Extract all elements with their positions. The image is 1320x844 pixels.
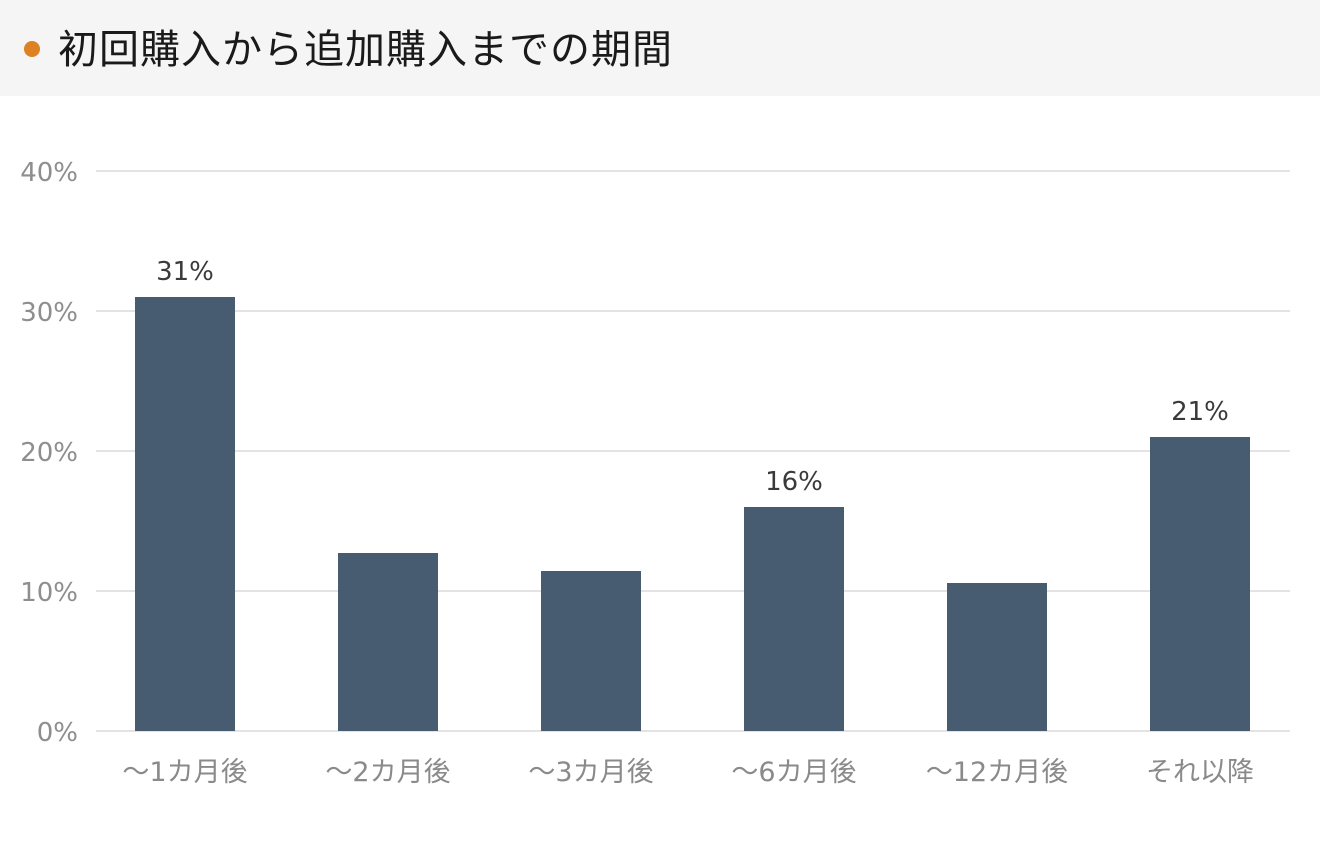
bar bbox=[338, 553, 438, 731]
bar bbox=[1150, 437, 1250, 731]
y-axis-tick-label: 40% bbox=[20, 158, 78, 188]
gridline bbox=[96, 310, 1290, 312]
bar bbox=[744, 507, 844, 731]
chart-title: 初回購入から追加購入までの期間 bbox=[58, 27, 673, 73]
bar bbox=[135, 297, 235, 731]
x-axis-category-label: 〜3カ月後 bbox=[528, 757, 654, 788]
bar-value-label: 16% bbox=[765, 467, 823, 497]
gridline bbox=[96, 450, 1290, 452]
chart-header: 初回購入から追加購入までの期間 bbox=[0, 0, 1320, 96]
gridline bbox=[96, 170, 1290, 172]
y-axis-tick-label: 0% bbox=[36, 718, 78, 748]
y-axis-tick-label: 30% bbox=[20, 298, 78, 328]
x-axis-category-label: 〜1カ月後 bbox=[122, 757, 248, 788]
bar bbox=[947, 582, 1047, 731]
x-axis-category-label: 〜2カ月後 bbox=[325, 757, 451, 788]
gridline bbox=[96, 590, 1290, 592]
x-axis-category-label: 〜6カ月後 bbox=[731, 757, 857, 788]
y-axis-tick-label: 10% bbox=[20, 578, 78, 608]
y-axis-tick-label: 20% bbox=[20, 438, 78, 468]
x-axis-category-label: 〜12カ月後 bbox=[925, 757, 1069, 788]
bar-value-label: 31% bbox=[156, 257, 214, 287]
bar-value-label: 21% bbox=[1171, 397, 1229, 427]
x-axis-category-label: それ以降 bbox=[1146, 757, 1254, 788]
bullet-dot-icon bbox=[24, 41, 40, 57]
bar bbox=[541, 571, 641, 731]
gridline bbox=[96, 730, 1290, 732]
